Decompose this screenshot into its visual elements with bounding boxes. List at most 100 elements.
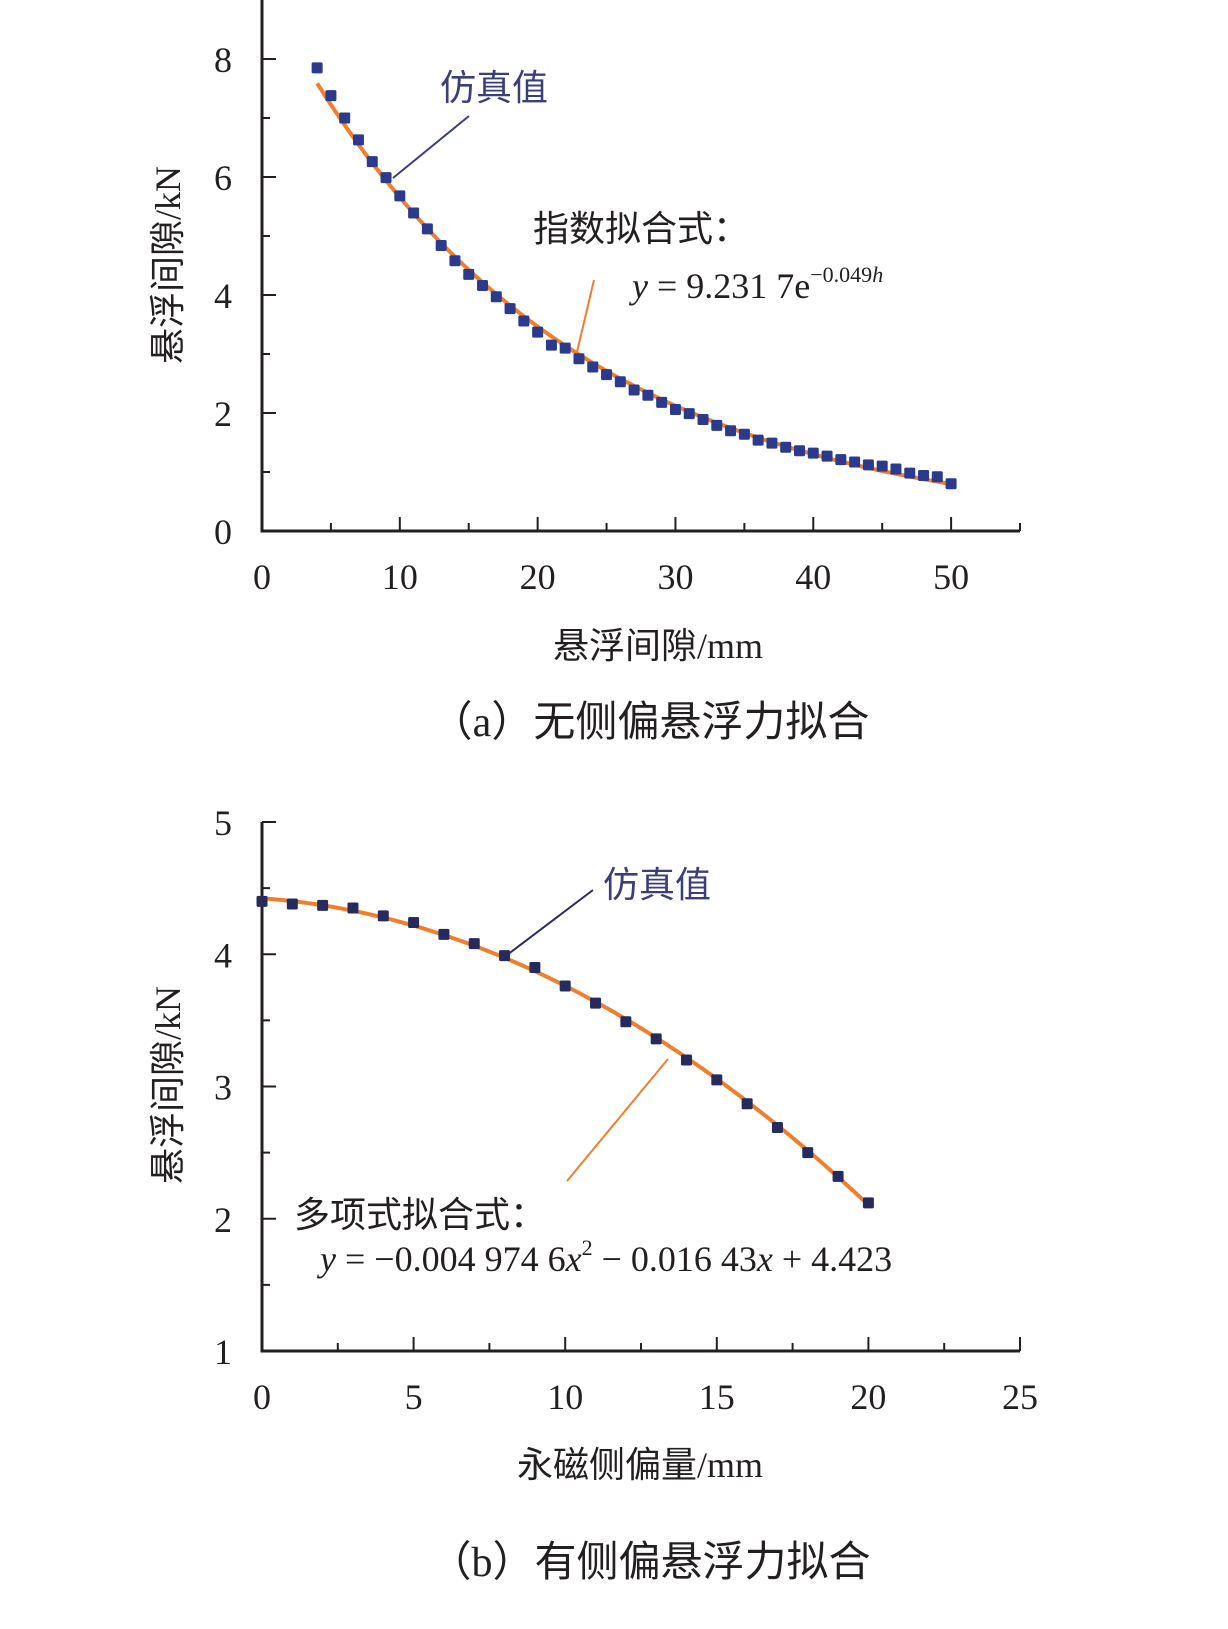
- data-point: [559, 342, 571, 354]
- chart-a: 0 10 20 30 40 50 0 2 4 6 8 仿真值 指数拟合式： y = 9.231 7e…: [148, 0, 1021, 746]
- data-point: [835, 454, 847, 466]
- data-point: [559, 980, 571, 992]
- chart-b-eq-var2: x: [756, 1239, 773, 1279]
- chart-a-fit-label: 指数拟合式：: [533, 209, 749, 249]
- chart-b-eq-var1: x: [565, 1239, 582, 1279]
- data-point: [642, 389, 654, 401]
- chart-b-caption: （b）有侧偏悬浮力拟合: [429, 1540, 870, 1586]
- data-point: [738, 428, 750, 440]
- data-point: [529, 961, 541, 973]
- data-point: [256, 895, 268, 907]
- data-point: [945, 478, 957, 490]
- data-point: [573, 353, 585, 365]
- x-tick-label: 20: [850, 1377, 886, 1417]
- data-point: [890, 463, 902, 475]
- y-tick-label: 2: [214, 1200, 232, 1240]
- data-point: [377, 910, 389, 922]
- data-point: [339, 112, 351, 124]
- data-point: [766, 437, 778, 449]
- y-tick-label: 3: [214, 1068, 232, 1108]
- data-point: [614, 376, 626, 388]
- data-point: [628, 384, 640, 396]
- data-point: [832, 1170, 844, 1182]
- data-point: [620, 1016, 632, 1028]
- data-point: [601, 369, 613, 381]
- chart-a-xlabel: 悬浮间隙/mm: [553, 626, 763, 666]
- data-point: [650, 1033, 662, 1045]
- data-point: [802, 1147, 814, 1159]
- x-tick-label: 25: [1002, 1377, 1038, 1417]
- data-point: [518, 315, 530, 327]
- y-tick-label: 5: [214, 803, 232, 843]
- chart-b-tick-labels: 0 5 10 15 20 25 1 2 3 4 5: [214, 803, 1038, 1417]
- chart-b-eq-part3: + 4.423: [773, 1239, 892, 1279]
- data-point: [711, 1074, 723, 1086]
- chart-a-fit-leader-line: [576, 279, 595, 353]
- data-point: [780, 441, 792, 453]
- chart-a-eq-exp-num: −0.049: [810, 262, 872, 287]
- x-tick-label: 10: [547, 1377, 583, 1417]
- x-tick-label: 30: [657, 557, 693, 597]
- chart-b-ylabel: 悬浮间隙/kN: [148, 986, 188, 1184]
- data-point: [545, 339, 557, 351]
- x-tick-label: 15: [699, 1377, 735, 1417]
- chart-b-xlabel: 永磁侧偏量/mm: [517, 1445, 763, 1485]
- data-point: [904, 467, 916, 479]
- x-tick-label: 50: [933, 557, 969, 597]
- data-point: [352, 134, 364, 146]
- data-point: [752, 434, 764, 446]
- x-tick-label: 0: [253, 557, 271, 597]
- data-point: [697, 413, 709, 425]
- data-point: [380, 172, 392, 184]
- chart-a-sim-label: 仿真值: [440, 68, 548, 108]
- chart-b-fit-label: 多项式拟合式：: [294, 1195, 546, 1235]
- y-tick-label: 8: [214, 40, 232, 80]
- y-tick-label: 4: [214, 276, 232, 316]
- data-point: [463, 268, 475, 280]
- chart-b-sim-leader-line: [506, 889, 594, 956]
- data-point: [862, 459, 874, 471]
- data-point: [669, 403, 681, 415]
- chart-a-tick-labels: 0 10 20 30 40 50 0 2 4 6 8: [214, 40, 969, 597]
- data-point: [325, 90, 337, 102]
- data-point: [931, 471, 943, 483]
- data-point: [587, 361, 599, 373]
- chart-a-eq-lhs: y: [629, 266, 648, 306]
- y-tick-label: 1: [214, 1332, 232, 1372]
- chart-a-eq-exp-var: h: [872, 262, 883, 287]
- y-tick-label: 4: [214, 935, 232, 975]
- data-point: [504, 303, 516, 315]
- data-point: [421, 223, 433, 235]
- chart-b-eq-part1: = −0.004 974 6: [336, 1239, 566, 1279]
- x-tick-label: 40: [795, 557, 831, 597]
- chart-a-eq-body: = 9.231 7e: [648, 266, 810, 306]
- data-point: [408, 207, 420, 219]
- data-point: [656, 396, 668, 408]
- data-point: [317, 899, 329, 911]
- data-point: [477, 280, 489, 292]
- chart-a-sim-leader-line: [392, 115, 470, 179]
- data-point: [862, 1197, 874, 1209]
- data-point: [286, 898, 298, 910]
- chart-b-markers: [256, 895, 874, 1209]
- data-point: [683, 408, 695, 420]
- x-tick-label: 20: [520, 557, 556, 597]
- data-point: [849, 456, 861, 468]
- data-point: [793, 445, 805, 457]
- chart-b-eq-lhs: y: [317, 1239, 336, 1279]
- chart-b-eq-sup1: 2: [582, 1235, 593, 1260]
- data-point: [347, 902, 359, 914]
- data-point: [438, 928, 450, 940]
- x-tick-label: 10: [382, 557, 418, 597]
- data-point: [918, 470, 930, 482]
- data-point: [490, 291, 502, 303]
- data-point: [311, 62, 323, 74]
- data-point: [771, 1121, 783, 1133]
- data-point: [532, 326, 544, 338]
- data-point: [366, 156, 378, 168]
- chart-b-equation: y = −0.004 974 6x2 − 0.016 43x + 4.423: [317, 1235, 892, 1279]
- chart-b-sim-label: 仿真值: [603, 865, 711, 905]
- data-point: [876, 460, 888, 472]
- chart-b-fit-line: [261, 896, 870, 1207]
